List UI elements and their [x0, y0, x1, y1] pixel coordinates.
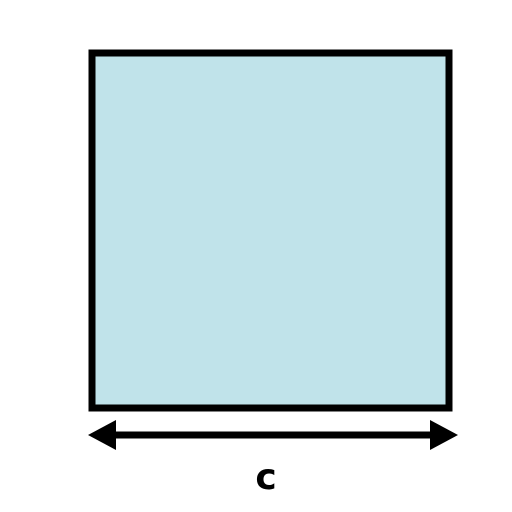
side-length-label: c [255, 457, 277, 498]
arrowhead-left-icon [88, 420, 116, 450]
arrowhead-right-icon [430, 420, 458, 450]
square-shape [88, 49, 453, 412]
dimension-arrow [88, 420, 458, 450]
